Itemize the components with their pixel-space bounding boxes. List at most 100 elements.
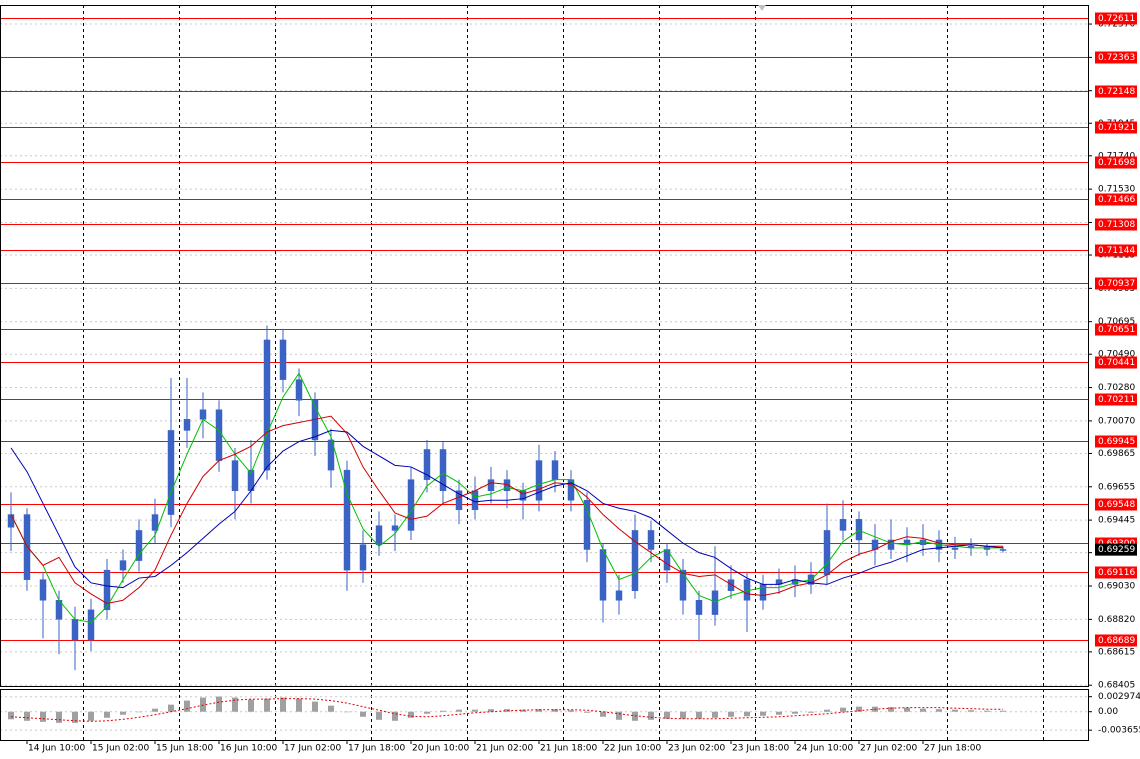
histogram-bar [600, 711, 606, 717]
candle-body [7, 514, 15, 528]
histogram-bar [376, 711, 382, 720]
histogram-bar [968, 710, 974, 712]
histogram-bar [8, 711, 14, 720]
candle-body [231, 460, 239, 491]
candle-body [87, 609, 95, 641]
level-tag [1095, 121, 1137, 134]
x-tick-label: 17 Jun 18:00 [348, 744, 405, 754]
x-tick-label: 20 Jun 10:00 [412, 744, 469, 754]
level-label: 0.71308 [1098, 220, 1135, 230]
histogram-bar [408, 711, 414, 718]
candle-body [71, 619, 79, 641]
histogram-bar [712, 711, 718, 718]
histogram-bar [152, 708, 158, 712]
histogram-bar [504, 709, 510, 712]
y-tick-label: 0.70490 [1098, 350, 1135, 360]
candle-body [359, 544, 367, 571]
level-label: 0.71466 [1098, 195, 1135, 205]
candle-body [167, 430, 175, 515]
candle-body [583, 500, 591, 550]
level-label: 0.68689 [1098, 636, 1135, 646]
level-label: 0.69116 [1098, 568, 1135, 578]
x-tick-label: 21 Jun 02:00 [476, 744, 533, 754]
y-tick-label: 0.70280 [1098, 383, 1135, 393]
candle-body [823, 530, 831, 576]
level-label: 0.71698 [1098, 158, 1135, 168]
candle-body [615, 590, 623, 601]
histogram-bar [472, 709, 478, 712]
histogram-bar [456, 709, 462, 712]
histogram-bar [920, 708, 926, 712]
candle-body [503, 479, 511, 491]
histogram-bar [984, 710, 990, 712]
level-label: 0.69548 [1098, 500, 1135, 510]
level-label: 0.70211 [1098, 395, 1135, 405]
histogram-bar [232, 697, 238, 712]
histogram-bar [136, 711, 142, 713]
plot [0, 18, 1088, 723]
histogram-bar [40, 711, 46, 722]
y-tick-label: 0.68615 [1098, 647, 1135, 657]
x-tick-label: 23 Jun 18:00 [732, 744, 789, 754]
last-price-label: 0.69259 [1098, 545, 1135, 555]
candle-body [199, 409, 207, 420]
candle-body [487, 479, 495, 491]
histogram-bar [744, 711, 750, 717]
level-label: 0.70937 [1098, 279, 1135, 289]
histogram-bar [696, 711, 702, 719]
level-label: 0.71921 [1098, 123, 1135, 133]
histogram-bar [568, 710, 574, 712]
histogram-bar [552, 709, 558, 712]
histogram-bar [856, 706, 862, 712]
y-tick-label: 0.68820 [1098, 615, 1135, 625]
y-tick-label: 0.68405 [1098, 681, 1135, 691]
candle-body [215, 409, 223, 461]
candle-body [551, 460, 559, 480]
histogram-bar [840, 707, 846, 712]
y-tick-label: 0.71740 [1098, 151, 1135, 161]
histogram-bar [664, 711, 670, 719]
candle-body [647, 530, 655, 550]
level-tag [1095, 85, 1137, 98]
candle-body [695, 600, 703, 615]
histogram-bar [264, 698, 270, 712]
candle-body [295, 379, 303, 401]
level-tag [1095, 393, 1137, 406]
candle-body [759, 584, 767, 601]
candle-body [679, 569, 687, 601]
y-tick-label: 0.69445 [1098, 516, 1135, 526]
candle-body [951, 547, 959, 550]
level-tag [1095, 435, 1137, 448]
histogram-bar [392, 711, 398, 721]
candle-body [23, 514, 31, 580]
histogram-bar [104, 711, 110, 718]
candle-body [839, 519, 847, 531]
y-tick-label: 0.70695 [1098, 317, 1135, 327]
x-tick-label: 17 Jun 02:00 [284, 744, 341, 754]
histogram-bar [808, 711, 814, 713]
level-tag [1095, 218, 1137, 231]
histogram-bar [488, 709, 494, 712]
x-tick-label: 14 Jun 10:00 [28, 744, 85, 754]
y-tick-label: 0.72570 [1098, 20, 1135, 30]
candle-body [439, 449, 447, 491]
level-label: 0.69945 [1098, 437, 1135, 447]
moving-average [10, 372, 1003, 624]
sub-frame [0, 689, 1089, 741]
histogram-bar [520, 709, 526, 712]
y-tick-label: 0.70070 [1098, 416, 1135, 426]
histogram-bar [1000, 710, 1006, 712]
level-label: 0.72148 [1098, 87, 1135, 97]
histogram-bar [616, 711, 622, 720]
histogram-bar [792, 711, 798, 714]
histogram-bar [648, 711, 654, 720]
level-tag [1095, 634, 1137, 647]
shift-marker [758, 5, 766, 11]
level-tag [1095, 498, 1137, 511]
histogram-bar [776, 711, 782, 715]
level-tag [1095, 277, 1137, 290]
last-price-tag [1095, 543, 1137, 556]
histogram-bar [680, 711, 686, 719]
x-tick-label: 23 Jun 02:00 [668, 744, 725, 754]
